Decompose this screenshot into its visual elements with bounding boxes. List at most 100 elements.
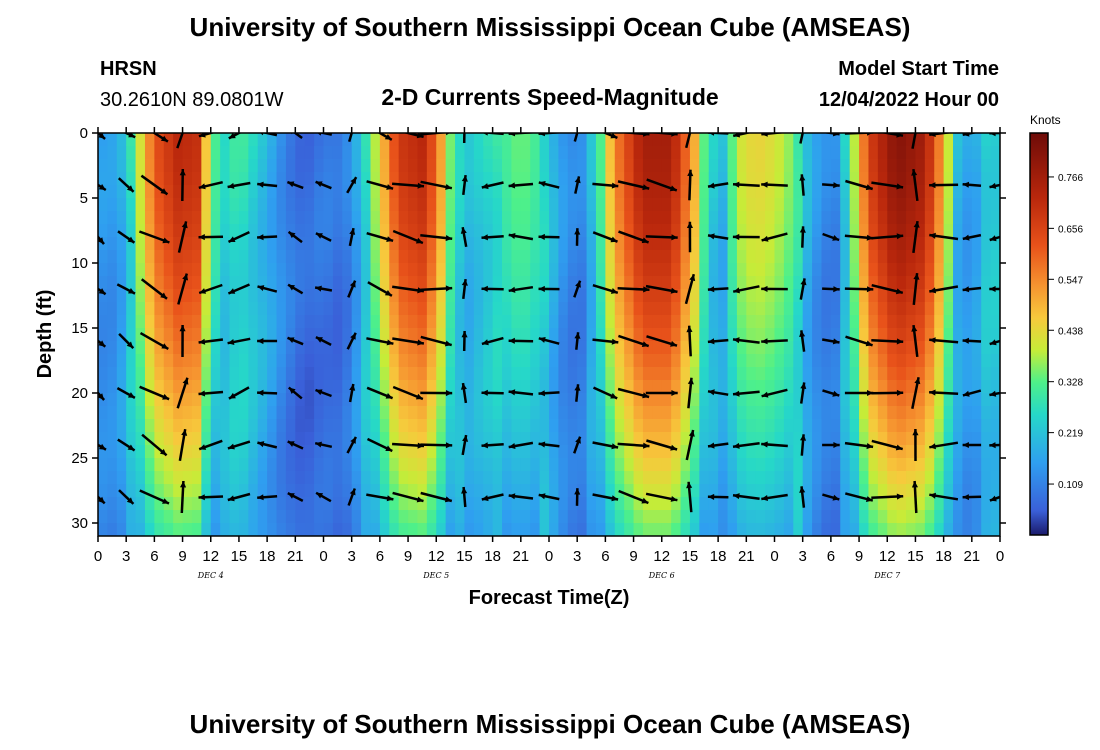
heatmap-cell: [342, 250, 353, 264]
heatmap-cell: [370, 315, 381, 329]
heatmap-cell: [962, 198, 973, 212]
heatmap-cell: [445, 224, 456, 238]
heatmap-cell: [229, 237, 240, 251]
heatmap-cell: [727, 172, 738, 186]
heatmap-cell: [163, 380, 174, 394]
current-arrow: [227, 181, 251, 189]
x-tick-label: 9: [404, 548, 412, 565]
current-arrow: [481, 389, 504, 396]
heatmap-cell: [981, 250, 992, 264]
heatmap-cell: [755, 237, 766, 251]
heatmap-cell: [765, 263, 776, 277]
heatmap-cell: [530, 289, 541, 303]
current-arrow: [879, 133, 904, 138]
heatmap-cell: [492, 497, 503, 511]
heatmap-cell: [661, 497, 672, 511]
heatmap-cell: [173, 250, 184, 264]
heatmap-cell: [774, 393, 785, 407]
heatmap-cell: [586, 146, 597, 160]
heatmap-cell: [924, 315, 935, 329]
heatmap-cell: [652, 380, 663, 394]
heatmap-cell: [981, 211, 992, 225]
heatmap-cell: [351, 250, 362, 264]
heatmap-cell: [586, 159, 597, 173]
heatmap-cell: [201, 263, 212, 277]
heatmap-cell: [304, 393, 315, 407]
current-arrow: [198, 133, 216, 138]
heatmap-cell: [436, 380, 447, 394]
heatmap-cell: [595, 354, 606, 368]
heatmap-cell: [887, 302, 898, 316]
heatmap-cell: [436, 458, 447, 472]
heatmap-cell: [173, 289, 184, 303]
heatmap-cell: [389, 497, 400, 511]
y-tick-label: 0: [80, 125, 88, 142]
heatmap-cell: [351, 289, 362, 303]
heatmap-cell: [398, 367, 409, 381]
current-arrow: [617, 286, 650, 293]
heatmap-cell: [126, 146, 137, 160]
heatmap-cell: [257, 328, 268, 342]
x-tick-label: 3: [573, 548, 581, 565]
heatmap-cell: [727, 198, 738, 212]
heatmap-cell: [332, 406, 343, 420]
heatmap-cell: [473, 133, 484, 147]
heatmap-cell: [182, 328, 193, 342]
heatmap-cell: [736, 185, 747, 199]
heatmap-cell: [455, 484, 466, 498]
heatmap-cell: [351, 354, 362, 368]
heatmap-cell: [896, 250, 907, 264]
heatmap-cell: [473, 380, 484, 394]
heatmap-cell: [520, 406, 531, 420]
heatmap-cell: [671, 341, 682, 355]
heatmap-cell: [135, 367, 146, 381]
heatmap-cell: [520, 523, 531, 536]
current-arrow: [618, 133, 650, 137]
heatmap-cell: [144, 523, 155, 536]
heatmap-cell: [502, 302, 513, 316]
heatmap-cell: [379, 172, 390, 186]
heatmap-cell: [135, 471, 146, 485]
heatmap-cell: [671, 159, 682, 173]
heatmap-cell: [107, 289, 118, 303]
heatmap-cell: [445, 146, 456, 160]
heatmap-cell: [943, 224, 954, 238]
heatmap-cell: [210, 250, 221, 264]
heatmap-cell: [558, 393, 569, 407]
heatmap-cell: [276, 276, 287, 290]
current-arrow: [929, 389, 959, 396]
current-arrow: [392, 337, 425, 346]
heatmap-cell: [295, 445, 306, 459]
heatmap-cell: [417, 471, 428, 485]
heatmap-cell: [558, 211, 569, 225]
heatmap-cell: [586, 497, 597, 511]
heatmap-cell: [802, 250, 813, 264]
heatmap-cell: [755, 211, 766, 225]
heatmap-cell: [887, 497, 898, 511]
heatmap-cell: [549, 146, 559, 160]
heatmap-cell: [379, 523, 390, 536]
heatmap-cell: [755, 354, 766, 368]
heatmap-cell: [708, 185, 719, 199]
heatmap-cell: [116, 354, 127, 368]
heatmap-cell: [924, 328, 935, 342]
heatmap-cell: [389, 302, 400, 316]
heatmap-cell: [765, 237, 776, 251]
heatmap-cell: [633, 367, 644, 381]
heatmap-cell: [257, 224, 268, 238]
heatmap-cell: [718, 406, 729, 420]
heatmap-cell: [812, 393, 823, 407]
heatmap-cell: [595, 263, 606, 277]
heatmap-cell: [953, 367, 964, 381]
heatmap-cell: [943, 432, 954, 446]
heatmap-cell: [98, 510, 108, 524]
heatmap-cell: [445, 497, 456, 511]
heatmap-cell: [971, 276, 982, 290]
heatmap-cell: [924, 510, 935, 524]
heatmap-cell: [464, 159, 475, 173]
heatmap-cell: [520, 250, 531, 264]
x-tick-label: 9: [855, 548, 863, 565]
heatmap-cell: [680, 497, 691, 511]
heatmap-cell: [577, 198, 588, 212]
heatmap-cell: [877, 497, 888, 511]
